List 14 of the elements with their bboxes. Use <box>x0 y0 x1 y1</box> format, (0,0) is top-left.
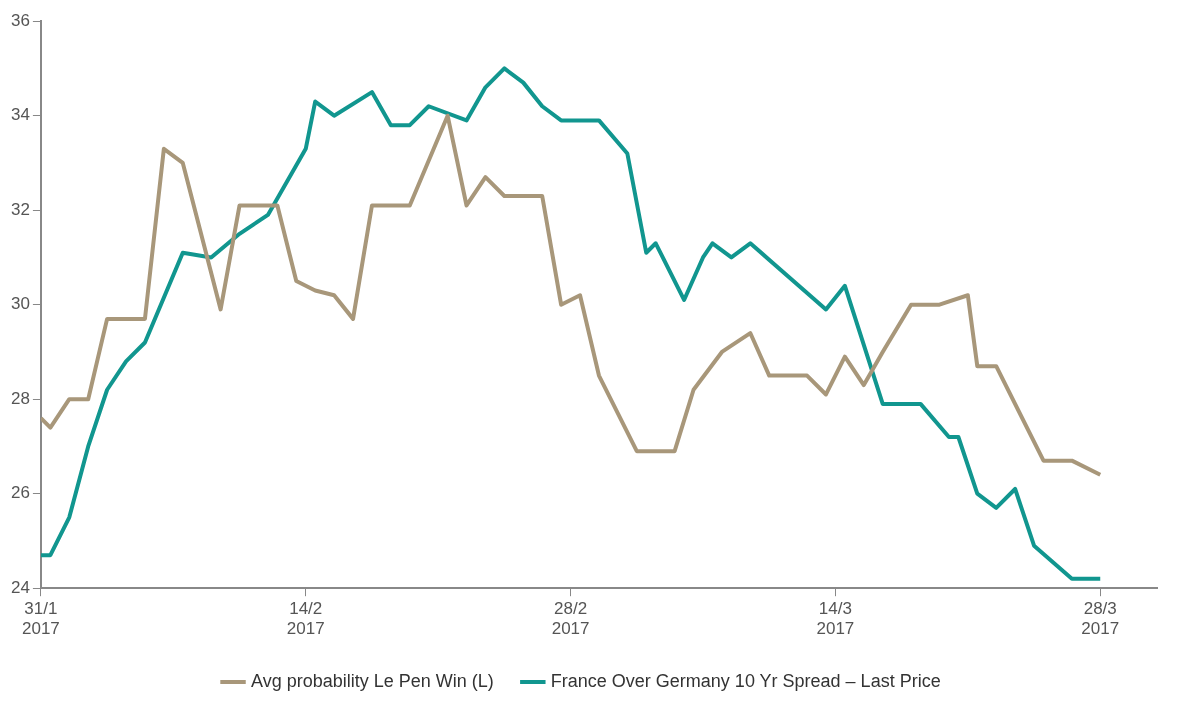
y-tick-label: 32 <box>10 199 30 219</box>
x-tick-label: 28/3 2017 <box>1081 599 1120 639</box>
y-tick-label: 30 <box>10 294 30 314</box>
x-tick-label: 31/1 2017 <box>22 599 60 639</box>
legend-label: Avg probability Le Pen Win (L) <box>251 670 494 691</box>
x-tick-label: 14/3 2017 <box>816 599 855 639</box>
x-tick-label: 28/2 2017 <box>551 599 590 639</box>
y-tick-label: 26 <box>10 483 30 503</box>
y-tick-label: 24 <box>10 577 30 597</box>
legend-label: France Over Germany 10 Yr Spread – Last Price <box>550 670 941 691</box>
y-tick-label: 36 <box>10 10 30 30</box>
x-tick-label: 14/2 2017 <box>286 599 325 639</box>
y-tick-label: 34 <box>10 105 30 125</box>
y-tick-label: 28 <box>10 388 30 408</box>
